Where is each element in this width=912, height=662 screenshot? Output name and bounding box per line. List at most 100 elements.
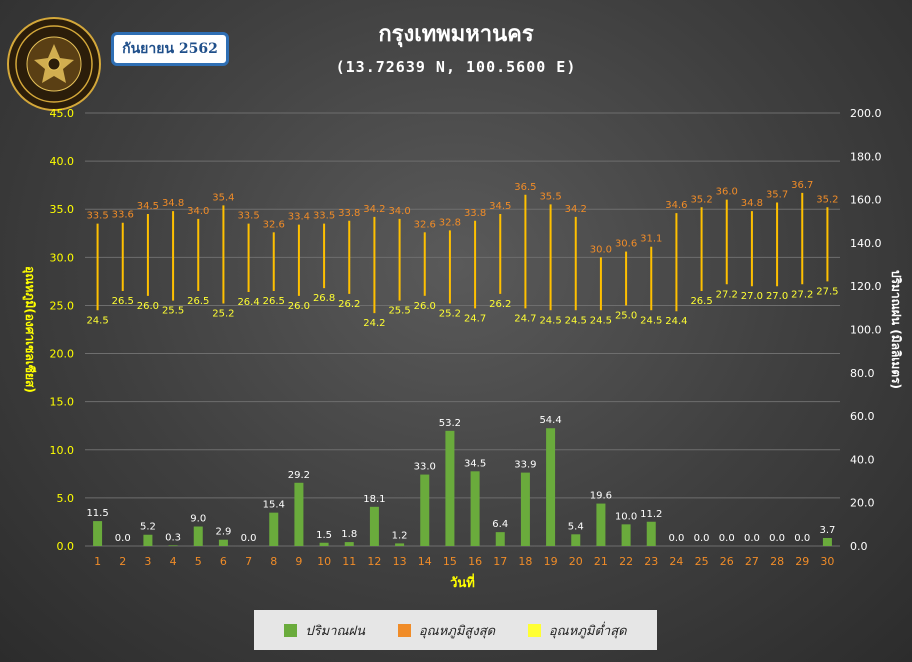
rain-data-label: 54.4	[539, 415, 561, 426]
tmax-data-label: 34.8	[162, 198, 184, 209]
y-left-tick-label: 5.0	[57, 492, 75, 505]
rain-bar	[571, 534, 581, 546]
tmin-data-label: 25.5	[388, 306, 410, 317]
y-left-tick-label: 10.0	[50, 444, 75, 457]
rain-bar	[646, 521, 656, 546]
tmin-data-label: 26.5	[187, 296, 209, 307]
x-tick-label: 19	[544, 555, 558, 568]
tmin-data-label: 26.5	[112, 296, 134, 307]
y-left-tick-label: 20.0	[50, 348, 75, 361]
tmin-data-label: 26.0	[288, 301, 310, 312]
rain-bar	[470, 471, 480, 546]
y-left-tick-label: 45.0	[50, 107, 75, 120]
tmax-data-label: 36.7	[791, 180, 813, 191]
rain-data-label: 11.2	[640, 509, 662, 520]
rain-bar	[143, 534, 153, 546]
x-tick-label: 3	[144, 555, 151, 568]
tmax-data-label: 33.8	[464, 208, 486, 219]
tmin-data-label: 26.4	[237, 297, 259, 308]
rain-data-label: 0.0	[744, 533, 760, 544]
tmax-data-label: 34.0	[187, 206, 209, 217]
rain-data-label: 33.0	[414, 462, 436, 473]
tmin-data-label: 26.8	[313, 293, 335, 304]
x-tick-label: 16	[468, 555, 482, 568]
legend: ปริมาณฝน อุณหภูมิสูงสุด อุณหภูมิต่ำสุด	[254, 610, 657, 650]
rain-data-label: 0.0	[769, 533, 785, 544]
tmax-data-label: 33.4	[288, 212, 310, 223]
x-tick-label: 27	[745, 555, 759, 568]
rain-data-label: 18.1	[363, 494, 385, 505]
tmin-data-label: 26.0	[414, 301, 436, 312]
x-tick-label: 6	[220, 555, 227, 568]
tmin-data-label: 24.7	[514, 313, 536, 324]
rain-data-label: 0.0	[668, 533, 684, 544]
tmin-data-label: 26.5	[690, 296, 712, 307]
x-tick-label: 17	[493, 555, 507, 568]
rain-bar	[822, 537, 832, 546]
rain-data-label: 1.8	[341, 529, 357, 540]
legend-label-tmin: อุณหภูมิต่ำสุด	[548, 623, 627, 639]
y-left-tick-label: 30.0	[50, 251, 75, 264]
tmin-data-label: 24.2	[363, 318, 385, 329]
rain-bar	[193, 526, 203, 546]
rain-data-label: 0.0	[241, 533, 257, 544]
tmin-data-label: 24.4	[665, 316, 687, 327]
y-right-tick-label: 140.0	[850, 237, 882, 250]
rain-data-label: 0.0	[719, 533, 735, 544]
x-tick-label: 4	[170, 555, 177, 568]
x-tick-label: 21	[594, 555, 608, 568]
rain-bar	[520, 472, 530, 546]
tmin-data-label: 24.5	[539, 315, 561, 326]
y-left-axis-title: อุณหภูมิ(องศาเซลเซียส)	[22, 266, 37, 393]
x-tick-label: 28	[770, 555, 784, 568]
rain-data-label: 34.5	[464, 458, 486, 469]
tmax-data-label: 33.5	[237, 211, 259, 222]
y-left-tick-label: 40.0	[50, 155, 75, 168]
x-tick-label: 11	[342, 555, 356, 568]
tmax-data-label: 34.5	[137, 201, 159, 212]
tmin-data-label: 27.0	[766, 291, 788, 302]
tmax-data-label: 34.6	[665, 200, 687, 211]
rain-data-label: 5.4	[568, 521, 584, 532]
legend-item-tmin: อุณหภูมิต่ำสุด	[527, 620, 627, 641]
tmin-data-label: 25.2	[212, 309, 234, 320]
tmin-data-label: 27.0	[741, 291, 763, 302]
x-tick-label: 15	[443, 555, 457, 568]
rain-data-label: 0.0	[115, 533, 131, 544]
x-tick-label: 22	[619, 555, 633, 568]
tmin-data-label: 27.2	[791, 289, 813, 300]
rain-data-label: 19.6	[590, 491, 612, 502]
rain-data-label: 33.9	[514, 460, 536, 471]
rain-data-label: 9.0	[190, 514, 206, 525]
tmin-data-label: 26.5	[263, 296, 285, 307]
legend-label-tmax: อุณหภูมิสูงสุด	[418, 623, 496, 639]
legend-swatch-rain	[284, 623, 298, 637]
rain-bar	[546, 428, 556, 546]
tmax-data-label: 34.2	[363, 204, 385, 215]
legend-swatch-tmin	[527, 623, 541, 637]
tmax-data-label: 31.1	[640, 234, 662, 245]
month-badge: กันยายน 2562	[111, 32, 229, 66]
rain-data-label: 1.5	[316, 530, 332, 541]
tmin-data-label: 27.5	[816, 286, 838, 297]
y-right-tick-label: 0.0	[850, 540, 868, 553]
y-left-tick-label: 0.0	[57, 540, 75, 553]
tmax-data-label: 33.8	[338, 208, 360, 219]
y-left-tick-label: 25.0	[50, 299, 75, 312]
rain-bar	[218, 539, 228, 546]
legend-item-rain: ปริมาณฝน	[284, 620, 365, 641]
tmin-data-label: 24.5	[565, 315, 587, 326]
legend-label-rain: ปริมาณฝน	[305, 623, 366, 639]
chart-subtitle: (13.72639 N, 100.5600 E)	[335, 58, 577, 76]
rain-bar	[445, 430, 455, 546]
rain-data-label: 0.0	[694, 533, 710, 544]
rain-data-label: 0.0	[794, 533, 810, 544]
tmax-data-label: 34.5	[489, 201, 511, 212]
tmin-data-label: 27.2	[716, 289, 738, 300]
rain-bar	[369, 506, 379, 546]
x-axis-title: วันที่	[450, 573, 475, 591]
tmin-data-label: 25.5	[162, 306, 184, 317]
y-left-tick-label: 15.0	[50, 396, 75, 409]
